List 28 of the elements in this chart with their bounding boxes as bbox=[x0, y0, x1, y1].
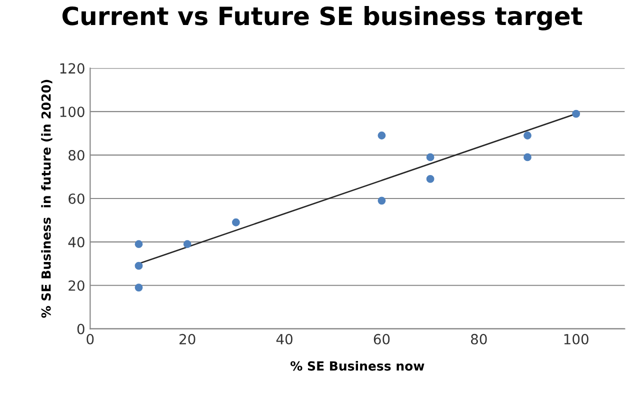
y-tick-label: 100 bbox=[60, 106, 84, 118]
point bbox=[378, 196, 386, 205]
point bbox=[232, 218, 240, 226]
point bbox=[572, 110, 580, 118]
point bbox=[134, 240, 143, 248]
y-axis-title: % SE Business in future (in 2020) bbox=[41, 80, 52, 318]
point bbox=[524, 153, 532, 162]
y-tick-label: 20 bbox=[68, 280, 84, 291]
x-tick-label: 20 bbox=[180, 334, 196, 344]
x-axis-title: % SE Business now bbox=[290, 361, 424, 371]
point bbox=[378, 132, 386, 140]
x-tick-label: 100 bbox=[564, 334, 588, 344]
point bbox=[426, 174, 434, 183]
chart-title: Current vs Future SE business target bbox=[62, 6, 582, 30]
y-tick-label: 120 bbox=[60, 63, 84, 74]
x-tick-label: 40 bbox=[276, 334, 292, 344]
x-tick-label: 80 bbox=[471, 334, 487, 344]
y-tick-label: 40 bbox=[68, 236, 84, 248]
y-tick-label: 60 bbox=[68, 193, 84, 204]
point bbox=[524, 132, 532, 140]
y-tick-label: 0 bbox=[77, 324, 84, 334]
point bbox=[134, 262, 143, 270]
point bbox=[183, 240, 192, 248]
y-tick-label: 80 bbox=[68, 150, 84, 161]
point bbox=[426, 153, 434, 162]
x-tick-label: 0 bbox=[86, 334, 94, 344]
point bbox=[134, 284, 143, 292]
x-tick-label: 60 bbox=[374, 334, 390, 344]
